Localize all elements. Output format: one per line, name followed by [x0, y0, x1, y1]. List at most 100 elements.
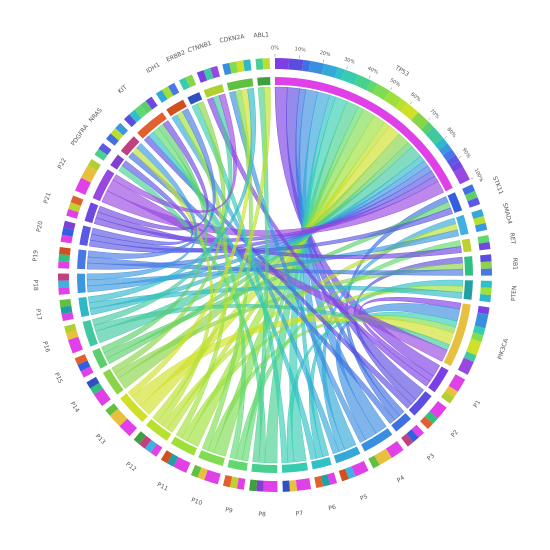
outer-bar	[425, 126, 444, 145]
segment-arc	[198, 450, 225, 466]
outer-bar	[249, 479, 258, 492]
outer-bar	[236, 477, 246, 490]
segment-arc	[84, 202, 99, 224]
segment-label: P22	[57, 157, 69, 170]
outer-bar	[203, 67, 214, 81]
outer-bar	[140, 100, 153, 114]
outer-bar	[110, 128, 124, 141]
outer-bar	[64, 323, 77, 334]
segment-arc	[187, 92, 203, 105]
segment-arc	[456, 214, 469, 236]
chords	[86, 86, 464, 464]
segment-label: ABL1	[253, 31, 269, 39]
outer-bar	[60, 234, 73, 244]
chord	[359, 297, 462, 382]
segment-label: SMAD4	[501, 202, 513, 225]
tick-mark	[458, 156, 462, 159]
outer-bar	[395, 98, 408, 112]
outer-bar	[282, 480, 290, 492]
segment-label: CDKN2A	[219, 33, 246, 45]
outer-bar	[222, 474, 233, 488]
segment-arc	[275, 77, 453, 192]
outer-bar	[109, 408, 128, 427]
segment-label: TP53	[393, 64, 410, 78]
outer-bar	[442, 148, 456, 161]
outer-bar	[197, 467, 208, 481]
outer-bar	[67, 336, 83, 354]
segment-label: IDH1	[145, 61, 161, 75]
segment-arc	[463, 280, 473, 300]
outer-bar	[400, 103, 419, 121]
chord	[118, 165, 266, 463]
outer-bar	[60, 305, 73, 315]
segment-arc	[146, 419, 172, 441]
outer-bar	[196, 70, 208, 83]
outer-bar	[341, 69, 359, 85]
segment-label: P17	[34, 308, 43, 320]
outer-bar	[480, 287, 492, 296]
segment-arc	[170, 436, 198, 456]
segment-arc	[226, 78, 254, 91]
outer-bar	[63, 220, 76, 231]
outer-bar	[478, 241, 491, 251]
outer-bar	[289, 479, 298, 492]
outer-bar	[167, 453, 179, 467]
tick-mark	[368, 75, 371, 79]
outer-bar	[474, 222, 488, 233]
tick-mark	[322, 59, 325, 63]
outer-bar	[105, 403, 119, 416]
outer-bar	[288, 58, 304, 71]
outer-bar	[450, 160, 464, 173]
chord	[86, 229, 460, 287]
outer-bar	[204, 469, 221, 485]
segments	[57, 58, 492, 493]
tick-mark	[444, 136, 448, 139]
outer-bar	[133, 431, 147, 445]
outer-bar	[173, 456, 191, 473]
outer-bar	[466, 338, 482, 356]
outer-bar	[161, 86, 174, 100]
tick-label: 30%	[343, 56, 356, 65]
outer-bar	[74, 354, 88, 365]
chord	[152, 86, 271, 422]
segment-arc	[311, 457, 332, 470]
segment-label: P11	[156, 481, 169, 493]
outer-bar	[457, 357, 474, 375]
tick-label: 60%	[409, 92, 422, 104]
segment-label: P10	[190, 497, 203, 507]
outer-bar	[75, 177, 91, 195]
tick-label: 20%	[319, 50, 331, 58]
outer-bar	[480, 261, 492, 269]
outer-bar	[90, 382, 104, 395]
outer-bar	[372, 83, 390, 101]
outer-bar	[263, 480, 278, 493]
tick-label: 10%	[294, 46, 306, 53]
outer-bar	[236, 60, 245, 73]
outer-bar	[327, 472, 338, 485]
outer-bar	[106, 133, 119, 146]
outer-bar	[123, 114, 137, 128]
segment-label: P18	[31, 279, 38, 291]
segment-label: P14	[69, 400, 81, 413]
segment-arc	[78, 297, 90, 318]
segment-arc	[361, 428, 393, 452]
outer-bar	[406, 429, 419, 443]
outer-bar	[314, 475, 324, 489]
outer-bar	[463, 351, 477, 363]
outer-bar	[139, 435, 152, 449]
segment-arc	[428, 366, 449, 393]
chord	[106, 179, 448, 362]
segment-label: P8	[258, 511, 266, 518]
segment-label: P3	[426, 452, 436, 462]
outer-bar	[477, 305, 490, 315]
outer-bar	[178, 77, 190, 91]
outer-bar	[70, 195, 84, 206]
segment-arc	[227, 459, 248, 471]
segment-arc	[461, 238, 472, 253]
segment-label: P19	[32, 250, 40, 262]
segment-label: P4	[396, 474, 406, 484]
outer-bar	[440, 391, 454, 404]
segment-arc	[203, 84, 225, 98]
outer-bar	[61, 227, 74, 237]
outer-bar	[448, 374, 466, 392]
